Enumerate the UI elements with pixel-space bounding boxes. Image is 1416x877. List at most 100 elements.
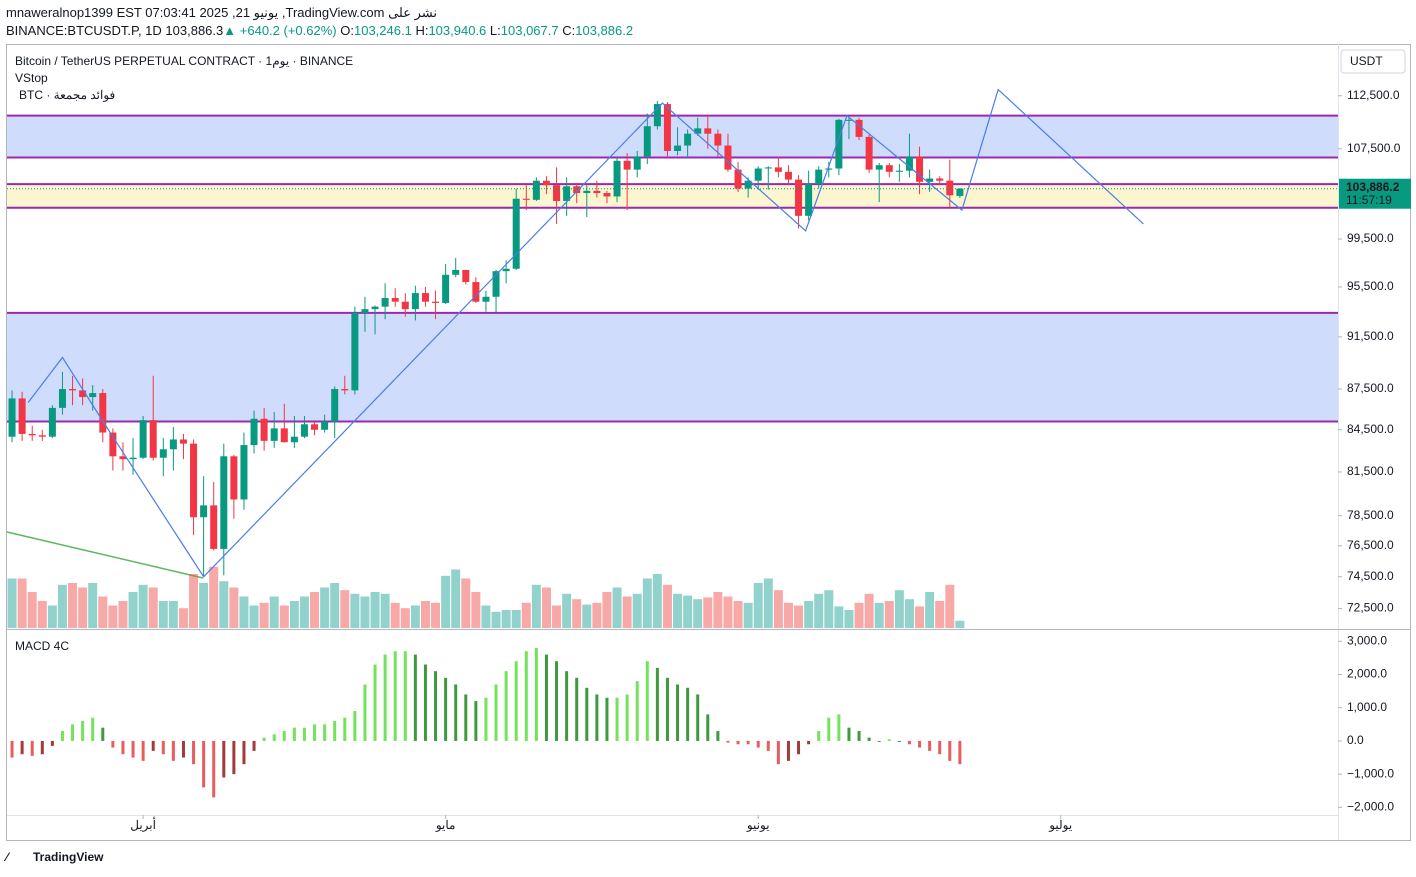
candle-body [936, 178, 944, 181]
macd-bar [111, 740, 115, 748]
volume-bar [209, 566, 219, 628]
volume-bar [410, 605, 420, 628]
y-tick-label: 99,500.0 [1347, 231, 1394, 245]
volume-bar [834, 606, 844, 628]
candle-body [290, 436, 298, 443]
candle-body [38, 435, 46, 437]
candle-body [270, 428, 278, 441]
macd-bar [958, 740, 962, 765]
volume-bar [915, 606, 925, 628]
candle-body [502, 268, 510, 272]
candle-body [351, 312, 359, 391]
candle-body [946, 180, 954, 196]
candle-body [795, 179, 803, 216]
macd-bar [544, 654, 548, 741]
macd-bar [60, 730, 64, 741]
candle-body [119, 456, 127, 460]
candle-body [200, 505, 208, 518]
candle-body [452, 269, 460, 275]
volume-bar [279, 605, 289, 628]
volume-bar [763, 578, 773, 628]
legend-macd: MACD 4C [15, 639, 69, 653]
volume-bar [854, 602, 864, 628]
macd-bar [373, 664, 377, 741]
macd-bar [565, 671, 569, 741]
macd-bar [766, 740, 770, 751]
macd-bar [413, 654, 417, 741]
candle-body [69, 389, 77, 391]
legend-title: Bitcoin / TetherUS PERPETUAL CONTRACT · … [15, 54, 353, 68]
x-tick-label: يوليو [1048, 818, 1072, 832]
macd-bar [595, 694, 599, 741]
volume-bar [88, 583, 98, 628]
candle-body [280, 428, 288, 443]
macd-bar [676, 684, 680, 741]
y-tick-label: 72,500.0 [1347, 601, 1394, 615]
macd-bar [635, 681, 639, 741]
macd-bar [665, 677, 669, 741]
volume-bar [894, 590, 904, 628]
macd-bar [423, 664, 427, 741]
candle-body [643, 126, 651, 157]
macd-bar [524, 651, 528, 741]
l-label: L: [489, 23, 501, 38]
macd-bar [655, 667, 659, 741]
volume-bar [370, 592, 380, 628]
candle-body [623, 160, 631, 170]
macd-bar [252, 740, 256, 751]
macd-bar [323, 724, 327, 741]
zigzag [27, 88, 1144, 578]
volume-bar [783, 602, 793, 628]
macd-bar [30, 740, 34, 756]
macd-bar [131, 740, 135, 758]
volume-bar [693, 599, 703, 628]
candle-body [663, 104, 671, 151]
h: 103,940.6 [428, 23, 487, 38]
candle-body [563, 186, 571, 201]
volume-bar [78, 587, 88, 628]
volume-bar [249, 605, 259, 628]
volume-bar [168, 601, 178, 628]
macd-bar [585, 687, 589, 741]
candle-body [744, 180, 752, 189]
volume-bar [451, 569, 461, 628]
volume-bar [804, 601, 814, 628]
macd-bar [383, 654, 387, 741]
trendline [6, 531, 204, 579]
volume-bar [17, 578, 27, 628]
macd-bar [797, 740, 801, 755]
macd-bar [403, 651, 407, 741]
candle-body [674, 145, 682, 151]
candle-body [89, 393, 97, 398]
price-box-price: 103,886.2 [1346, 180, 1400, 194]
volume-bar [683, 595, 693, 628]
currency-box[interactable] [1340, 49, 1406, 74]
volume-bar [521, 602, 531, 628]
macd-bar [817, 730, 821, 741]
volume-bar [189, 574, 199, 628]
volume-bar [57, 584, 67, 628]
volume-bar [219, 581, 229, 628]
y-tick-label: 0.0 [1347, 733, 1364, 747]
volume-bar [632, 593, 642, 628]
zone [7, 312, 1338, 422]
macd-bar [645, 661, 649, 741]
y-tick-label: 95,500.0 [1347, 279, 1394, 293]
candle-body [159, 449, 167, 458]
volume-bar [904, 599, 914, 628]
volume-bar [673, 593, 683, 628]
candle-body [613, 160, 621, 197]
candle-body [593, 190, 601, 194]
candle-body [704, 128, 712, 134]
volume-bar [158, 601, 168, 628]
volume-bar [552, 605, 562, 628]
macd-bar [444, 677, 448, 741]
volume-bar [874, 602, 884, 628]
y-tick-label: 76,500.0 [1347, 538, 1394, 552]
volume-bar [299, 596, 309, 628]
macd-bar [928, 740, 932, 751]
y-tick-label: 2,000.0 [1347, 667, 1387, 681]
brand: TradingView [33, 850, 104, 864]
volume-bar [824, 590, 834, 628]
macd-bar [837, 714, 841, 741]
